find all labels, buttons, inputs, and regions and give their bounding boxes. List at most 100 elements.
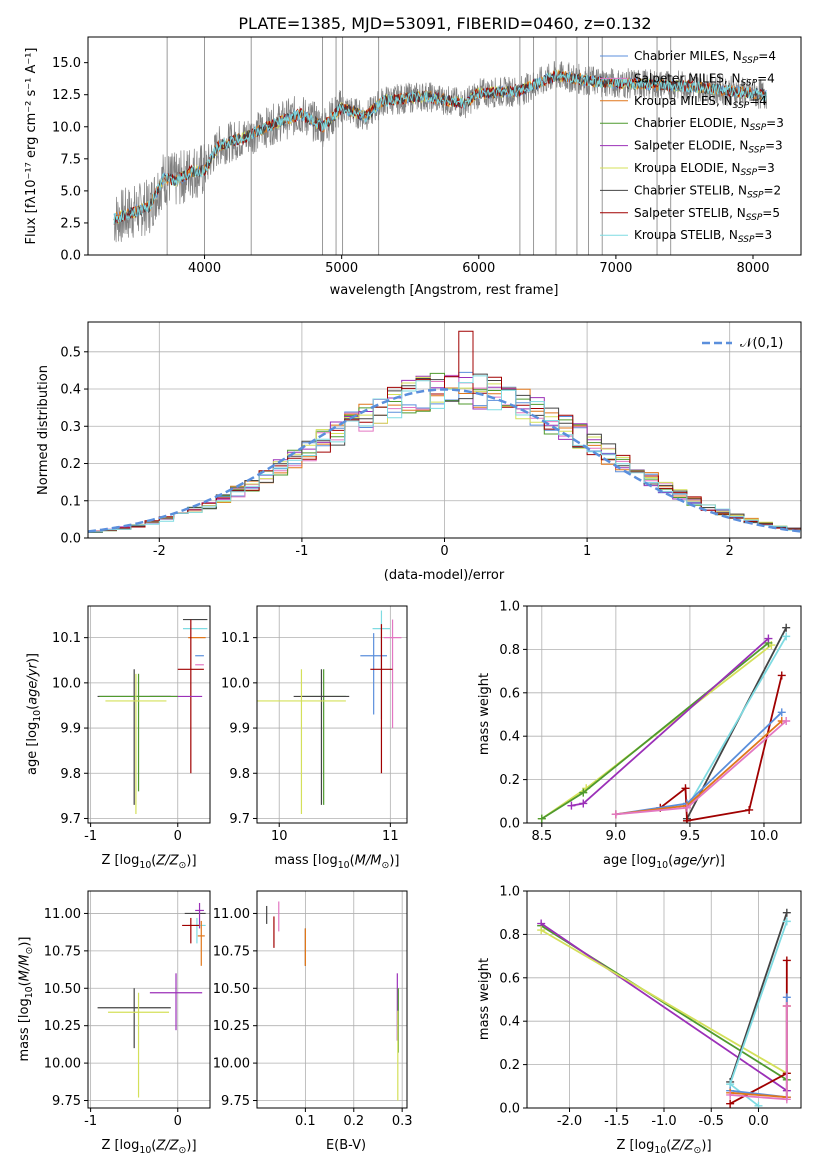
y-tick-label: 10.0 [221,676,250,691]
x-tick-label: -1 [84,829,97,844]
y-tick-label: 0.4 [499,1015,520,1030]
label-part: mass [log [275,853,338,868]
weight-marker [611,810,620,819]
label-part: ( [17,981,32,986]
legend-entry: 𝒩(0,1) [740,336,783,351]
y-tick-label: 10.1 [52,631,81,646]
label-part: 10 [338,860,350,871]
label-part: 10 [654,1145,666,1156]
legend-part: Chabrier STELIB, N [634,183,747,197]
legend-part: Salpeter STELIB, N [634,206,746,220]
y-tick-label: 0.0 [499,1102,520,1117]
y-tick-label: 11.00 [213,907,250,922]
x-tick-label: -1 [84,1114,97,1129]
x-tick-label: 5000 [325,261,358,276]
weight-marker [782,717,791,726]
x-tick-label: 0.2 [343,1114,364,1129]
x-tick-label: 8.5 [531,829,552,844]
x-tick-label: 7000 [599,261,632,276]
axes-weight_vs_age: 8.5 9.0 9.5 10.0 0.0 0.2 0.4 0.6 0.8 1.0 age [log1… [477,600,802,871]
x-tick-label: -1.0 [651,1114,676,1129]
weight-line [729,912,788,1083]
label-part: age/yr [673,853,716,868]
y-tick-label: 0.4 [499,730,520,745]
model-spectrum [113,70,767,225]
weight-line [540,929,788,1075]
legend-entry: Salpeter STELIB, NSSP=5 [634,206,780,223]
y-tick-label: 9.8 [60,767,81,782]
label-part: 10 [24,986,35,998]
weight-line [686,635,787,809]
label-part: Z/Z [155,1138,179,1153]
legend-part: =5 [762,206,780,220]
axes-frame [256,605,408,824]
x-tick-label: 1 [583,544,591,559]
y-axis-label: Flux [fλ10⁻¹⁷ erg cm⁻² s⁻¹ A⁻¹] [24,48,39,245]
x-tick-label: 0.3 [392,1114,413,1129]
x-tick-label: 10.0 [749,829,778,844]
legend-part: =4 [749,94,767,108]
legend-part: Kroupa STELIB, N [634,228,738,242]
y-axis-label: Normed distribution [36,365,51,495]
x-tick-label: 0 [174,829,182,844]
y-tick-label: 10.0 [52,676,81,691]
y-tick-label: 10.50 [44,982,81,997]
weight-marker [782,956,791,965]
y-tick-label: 10.00 [213,1057,250,1072]
weight-marker [782,917,791,926]
weight-marker [537,926,546,935]
legend-part: Chabrier MILES, N [634,49,742,63]
y-tick-label: 10.00 [44,1057,81,1072]
legend-part: =3 [757,161,775,175]
label-part: age/yr [25,661,40,704]
y-tick-label: 10.75 [44,944,81,959]
y-axis-label: mass weight [477,673,492,755]
label-part: 10 [139,1145,151,1156]
y-tick-label: 0.3 [60,420,81,435]
label-part: ⊙ [179,860,187,871]
legend-entry: Kroupa ELODIE, NSSP=3 [634,161,775,178]
x-tick-label: 10 [271,829,288,844]
y-tick-label: 0.6 [499,971,520,986]
y-tick-label: 9.75 [221,1094,250,1109]
plot-area [257,610,402,814]
label-part: ( [151,853,156,868]
legend-entry: Kroupa STELIB, NSSP=3 [634,228,772,245]
weight-marker [782,1002,791,1011]
weight-marker [782,632,791,641]
x-tick-label: 6000 [462,261,495,276]
label-part: 10 [32,710,43,722]
label-part: M/M [355,853,382,868]
label-part: Z/Z [670,1138,694,1153]
label-part: Z [log [101,1138,139,1153]
label-part: ⊙ [694,1145,702,1156]
y-tick-label: 9.75 [52,1094,81,1109]
y-tick-label: 0.2 [60,457,81,472]
y-tick-label: 10.50 [213,982,250,997]
axes-age_vs_Z: -1 09.79.89.910.010.1Z [log10(Z/Z⊙)]age [… [25,605,211,871]
axis-label: Z [log10(Z/Z⊙)] [616,1138,711,1156]
gaussian-curve [88,388,801,533]
y-tick-label: 10.25 [44,1019,81,1034]
legend-part: SSP [746,213,763,223]
x-tick-label: -1.5 [604,1114,629,1129]
y-tick-label: 10.75 [213,944,250,959]
legend-entry: Chabrier ELODIE, NSSP=3 [634,116,784,133]
y-tick-label: 9.9 [60,722,81,737]
x-tick-label: -2.0 [557,1114,582,1129]
weight-marker [764,634,773,643]
legend-entry: Salpeter MILES, NSSP=4 [634,71,775,88]
axes-spectrum: 4000 5000 6000 7000 8000 0.0 2.5 5.0 7.5 10.0 12.5… [24,36,802,298]
weight-marker [754,1101,763,1108]
legend-entry: Kroupa MILES, NSSP=4 [634,94,767,111]
legend-part: SSP [733,101,750,111]
weight-marker [745,805,754,814]
plot-area [537,623,791,823]
legend-entry: Chabrier MILES, NSSP=4 [634,49,776,66]
y-tick-label: 0.8 [499,643,520,658]
weight-marker [682,816,691,823]
weight-line [540,922,788,1092]
y-tick-label: 0.2 [499,773,520,788]
